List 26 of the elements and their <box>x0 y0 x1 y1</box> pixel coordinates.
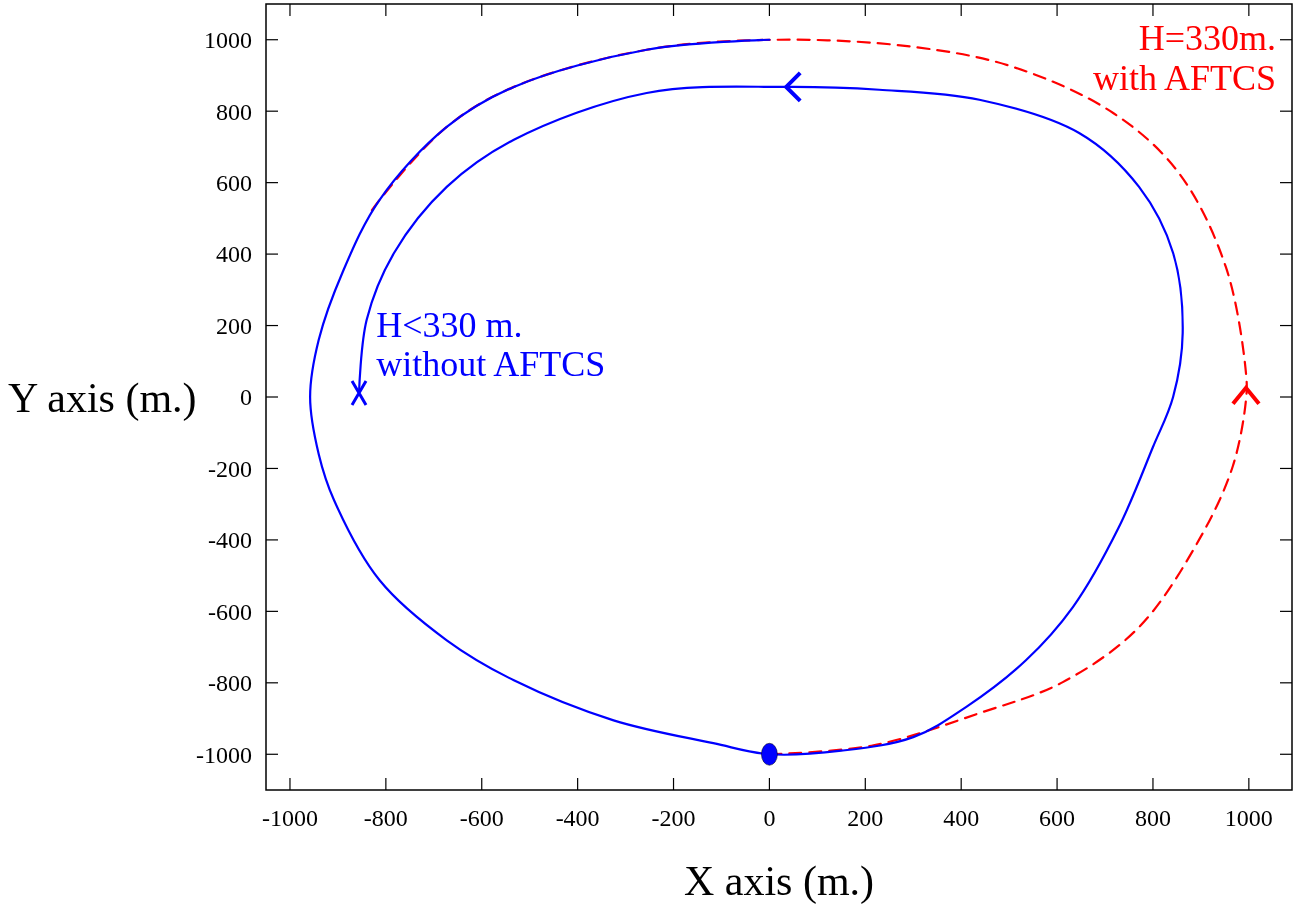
annotation: H=330m. with AFTCS <box>1092 18 1276 98</box>
x-tick-label: 0 <box>763 805 776 831</box>
x-tick-label: -400 <box>555 805 600 831</box>
x-tick-label: -1000 <box>261 805 318 831</box>
y-tick-label: 200 <box>216 312 252 339</box>
y-tick-label: 1000 <box>204 27 252 54</box>
x-tick-label: -600 <box>459 805 504 831</box>
y-tick-label: -600 <box>208 598 252 625</box>
x-tick-label: 600 <box>1039 805 1076 831</box>
y-tick-label: -400 <box>208 527 252 554</box>
y-tick-label: 800 <box>216 98 252 125</box>
y-tick-label: 600 <box>216 170 252 197</box>
x-tick-label: 400 <box>943 805 980 831</box>
y-tick-label: -800 <box>208 670 252 697</box>
y-tick-label: 400 <box>216 241 252 268</box>
x-tick-label: 200 <box>847 805 884 831</box>
y-tick-label: 0 <box>240 384 252 411</box>
y-tick-label: -1000 <box>196 741 252 768</box>
x-tick-label: -200 <box>651 805 696 831</box>
y-axis-title: Y axis (m.) <box>8 374 197 422</box>
x-tick-label: -800 <box>363 805 408 831</box>
x-tick-label: 800 <box>1134 805 1171 831</box>
y-tick-label: -200 <box>208 455 252 482</box>
x-axis-title: X axis (m.) <box>683 858 875 905</box>
x-tick-label: 1000 <box>1224 805 1273 831</box>
annotation: H<330 m. without AFTCS <box>376 304 606 385</box>
